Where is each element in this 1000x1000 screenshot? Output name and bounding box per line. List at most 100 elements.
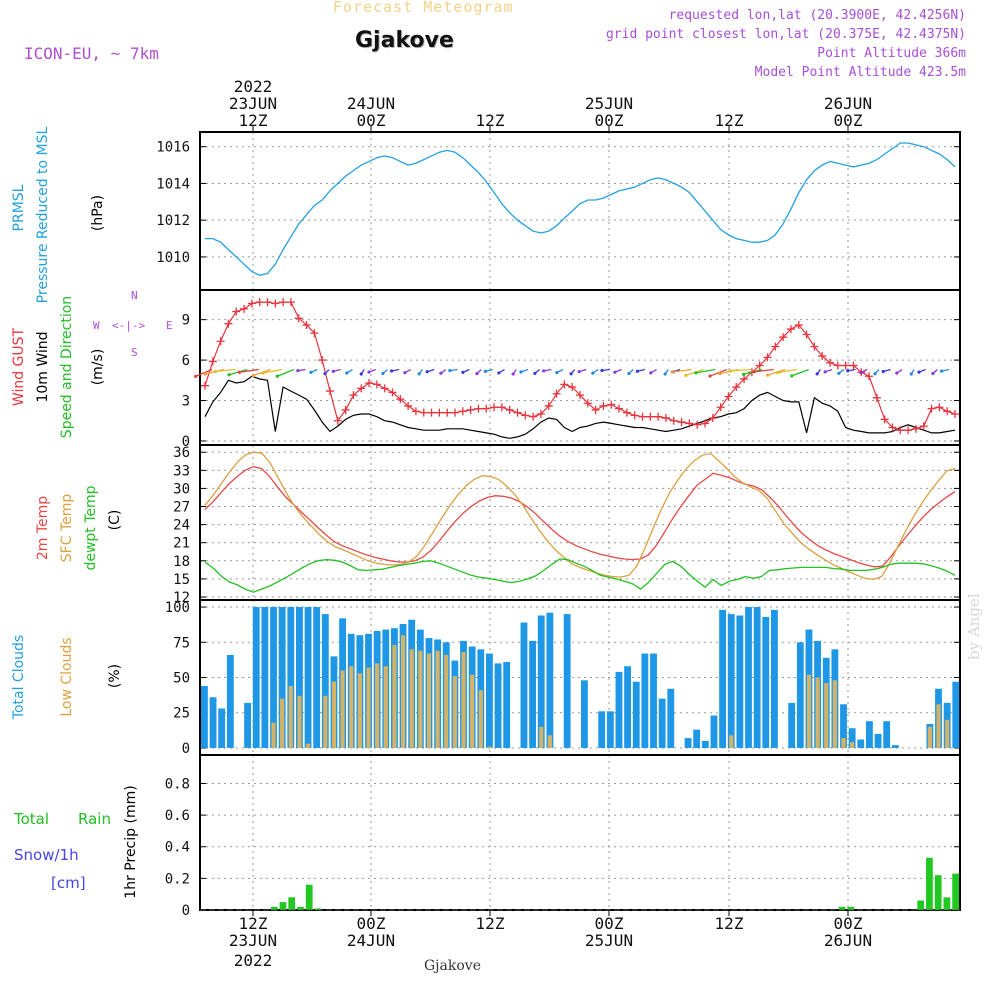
y-tick-label: 3 [182, 394, 190, 410]
total-cloud-bar [296, 607, 303, 748]
total-cloud-bar [503, 662, 511, 748]
y-tick-label: 0 [182, 903, 190, 919]
total-cloud-bar [321, 614, 329, 748]
wind-arrowhead [194, 374, 198, 379]
total-cloud-bar [529, 640, 537, 748]
gust-marker [685, 419, 694, 428]
gust-marker [201, 381, 209, 390]
y-tick-label: 0 [182, 434, 190, 450]
gust-marker [529, 412, 538, 421]
gust-marker [240, 304, 249, 313]
gust-marker [661, 414, 670, 423]
temp-2m-line [204, 466, 956, 568]
gust-marker [302, 321, 311, 330]
rain-bar [847, 906, 855, 910]
wind-arrowhead [296, 369, 300, 373]
total-cloud-bar [866, 721, 873, 748]
rain-bar [288, 897, 296, 910]
gust-marker [513, 408, 522, 417]
gust-marker [779, 333, 788, 342]
gust-marker [552, 389, 561, 398]
low-cloud-bar [832, 680, 837, 748]
wind-arrowhead [389, 369, 394, 373]
gust-marker [466, 405, 475, 414]
total-cloud-bar [848, 728, 856, 748]
wind-arrowhead [555, 371, 559, 375]
total-cloud-bar [606, 711, 614, 748]
rain-bar [943, 897, 951, 910]
top-time-label: 12Z [476, 111, 505, 130]
gust-marker [802, 330, 811, 339]
total-cloud-bar [788, 702, 796, 748]
low-cloud-bar [323, 695, 328, 748]
gust-marker [583, 399, 592, 408]
gust-marker [232, 307, 241, 316]
gust-marker [919, 422, 928, 431]
total-cloud-bar [650, 653, 657, 748]
gust-marker [896, 426, 905, 435]
compass-s: S [131, 346, 138, 359]
gust-marker [521, 411, 530, 420]
low-cloud-bar [487, 746, 492, 748]
gust-marker [740, 374, 749, 383]
wind-direction-arrow [672, 368, 692, 373]
rain-bar [279, 902, 287, 910]
wind-arrowhead [251, 373, 255, 378]
total-cloud-bar [209, 697, 217, 748]
gust-marker [411, 407, 420, 416]
wind-arrowhead [275, 374, 279, 378]
gust-marker [646, 412, 655, 421]
total-cloud-bar [537, 615, 545, 748]
low-cloud-bar [349, 666, 354, 748]
model-label: ICON-EU, ~ 7km [24, 44, 159, 63]
low-cloud-bar [806, 674, 812, 748]
gust-marker [708, 414, 717, 423]
total-cloud-bar [710, 715, 718, 748]
wind-direction-arrow [695, 368, 716, 374]
total-cloud-bar [546, 612, 554, 748]
gust-marker [357, 384, 366, 393]
compass-arrow: <-|-> [112, 319, 146, 332]
gust-marker [904, 426, 913, 435]
wind-arrowhead [542, 369, 546, 373]
y-tick-label: 33 [173, 463, 190, 479]
snow-unit-label: [cm] [51, 874, 86, 892]
top-time-label: 12Z [715, 111, 744, 130]
wind-arrowhead [533, 371, 537, 376]
gust-marker [935, 403, 944, 412]
top-time-label: 26JUN [824, 94, 872, 113]
gust-marker [865, 372, 874, 381]
y-tick-label: 50 [173, 671, 190, 687]
low-cloud-bar [824, 683, 829, 748]
low-cloud-bar [461, 652, 466, 748]
total-cloud-bar [719, 609, 727, 748]
wind-arrowhead [931, 371, 935, 376]
wind-arrowhead [670, 370, 674, 374]
model-altitude: Model Point Altitude 423.5m [754, 65, 966, 80]
total-cloud-bar [581, 680, 588, 748]
wind-arrowhead [600, 368, 604, 373]
wind-arrowhead [483, 369, 487, 373]
gust-marker [349, 391, 358, 400]
rain-bar [934, 875, 942, 910]
wind-arrowhead [815, 372, 819, 376]
wind-arrowhead [203, 372, 207, 376]
wind-arrowhead [261, 371, 265, 375]
bottom-time-label: 25JUN [585, 931, 633, 950]
top-time-label: 12Z [239, 111, 268, 130]
gust-marker [286, 298, 295, 307]
gust-marker [607, 400, 616, 409]
gust-marker [279, 298, 288, 307]
low-cloud-bar [306, 743, 311, 748]
gust-marker [724, 392, 733, 401]
bottom-time-label: 26JUN [824, 931, 872, 950]
gust-marker [365, 379, 374, 387]
rain-bar [952, 873, 959, 910]
compass-e: E [166, 319, 173, 332]
wind-arrowhead [917, 370, 921, 374]
wind-arrowhead [417, 372, 421, 376]
compass-n: N [131, 289, 138, 302]
y-tick-label: 18 [173, 554, 190, 570]
y-tick-label: 30 [173, 481, 190, 497]
